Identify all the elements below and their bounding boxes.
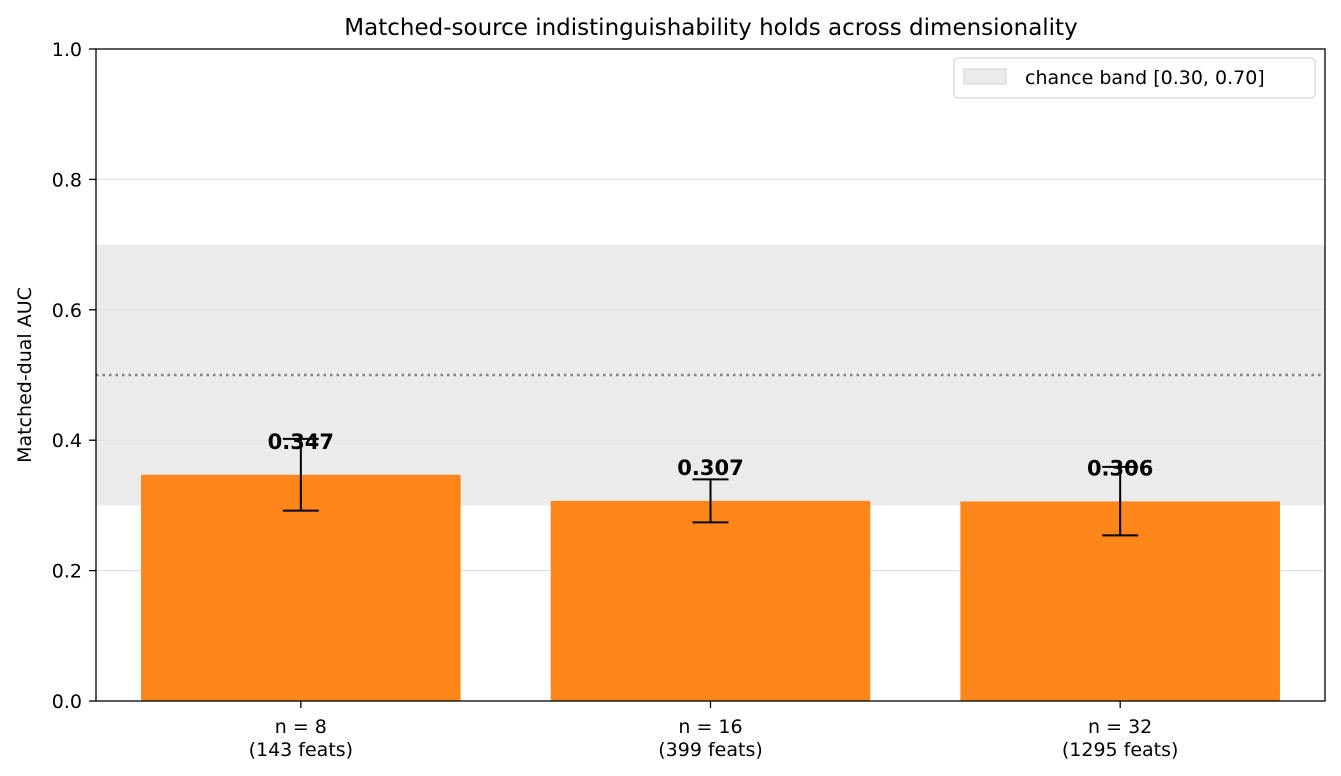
y-axis: 0.0 0.2 0.4 0.6 0.8 1.0 bbox=[52, 39, 96, 713]
y-axis-title: Matched-dual AUC bbox=[14, 287, 36, 463]
x-tick-label-line2: (143 feats) bbox=[249, 739, 354, 761]
y-tick-label: 1.0 bbox=[52, 39, 82, 61]
error-bars bbox=[282, 437, 1139, 537]
value-label-0: 0.347 bbox=[268, 430, 334, 454]
y-tick-label: 0.4 bbox=[52, 430, 82, 452]
x-axis: n = 8(143 feats) n = 16(399 feats) n = 32(… bbox=[249, 701, 1179, 761]
y-tick-label: 0.0 bbox=[52, 691, 82, 713]
chart-title: Matched-source indistinguishability hold… bbox=[344, 15, 1077, 41]
y-tick-label: 0.6 bbox=[52, 300, 82, 322]
value-label-1: 0.307 bbox=[677, 456, 743, 480]
x-tick-label-line2: (1295 feats) bbox=[1062, 739, 1179, 761]
x-tick-label-line2: (399 feats) bbox=[658, 739, 763, 761]
legend-box bbox=[953, 57, 1316, 99]
x-tick-label-line1: n = 32 bbox=[1088, 716, 1152, 738]
value-labels: 0.347 0.307 0.306 bbox=[268, 430, 1154, 481]
bar-0 bbox=[141, 474, 461, 701]
legend-label-chance-band: chance band [0.30, 0.70] bbox=[1025, 67, 1265, 89]
legend: chance band [0.30, 0.70] bbox=[953, 57, 1316, 99]
legend-swatch-chance-band bbox=[963, 68, 1007, 85]
plot-area: 0.347 0.307 0.306 bbox=[95, 48, 1326, 702]
bar-1 bbox=[550, 500, 871, 701]
x-tick-label-line1: n = 8 bbox=[275, 716, 327, 738]
value-label-2: 0.306 bbox=[1087, 456, 1153, 480]
bars bbox=[141, 474, 1280, 701]
y-tick-label: 0.8 bbox=[52, 169, 82, 191]
x-tick-label-line1: n = 16 bbox=[678, 716, 742, 738]
y-tick-label: 0.2 bbox=[52, 561, 82, 583]
